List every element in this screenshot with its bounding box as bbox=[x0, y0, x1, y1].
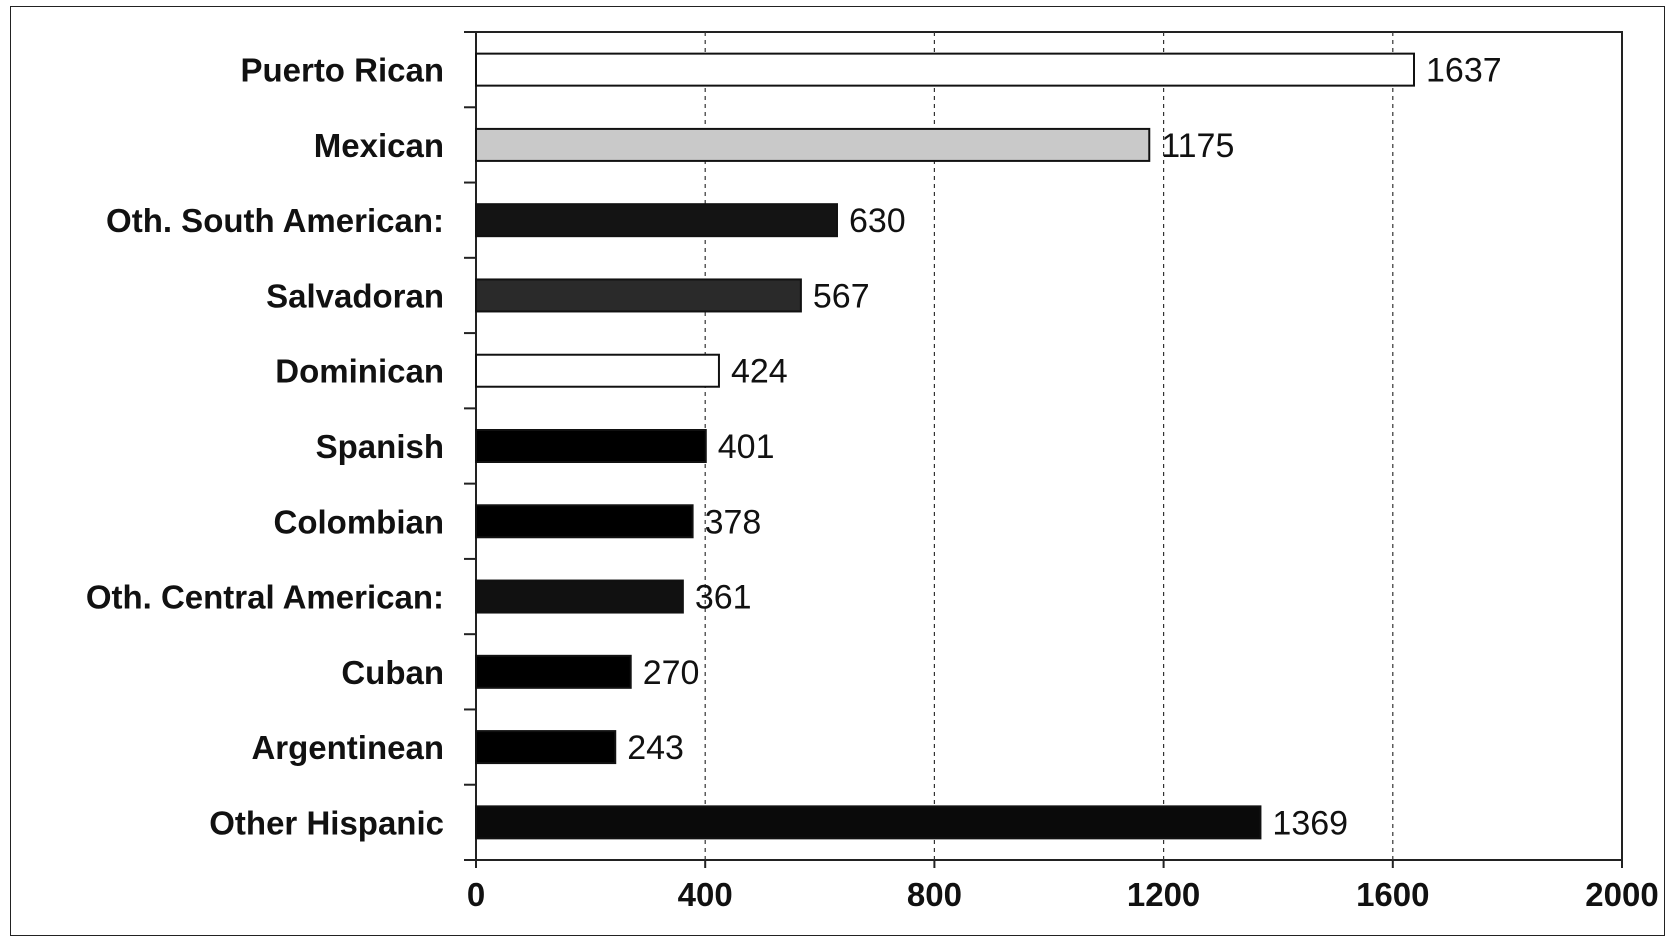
bar bbox=[475, 278, 802, 313]
category-label: Salvadoran bbox=[266, 277, 444, 314]
bar bbox=[475, 805, 1262, 840]
category-label: Other Hispanic bbox=[209, 804, 444, 841]
category-label: Argentinean bbox=[251, 729, 444, 766]
data-label: 1637 bbox=[1426, 52, 1502, 90]
data-label: 361 bbox=[695, 579, 752, 617]
category-label: Oth. South American: bbox=[106, 202, 444, 239]
x-tick-label: 1600 bbox=[1356, 876, 1429, 913]
x-tick-label: 0 bbox=[467, 876, 485, 913]
bar bbox=[475, 579, 684, 614]
data-label: 1175 bbox=[1161, 127, 1234, 165]
data-label: 1369 bbox=[1272, 804, 1348, 842]
bar bbox=[475, 353, 720, 388]
x-tick-label: 400 bbox=[678, 876, 733, 913]
category-label: Dominican bbox=[275, 353, 444, 390]
data-label: 630 bbox=[849, 202, 906, 240]
bar bbox=[475, 654, 632, 689]
bar bbox=[475, 504, 694, 539]
data-label: 243 bbox=[627, 729, 684, 767]
category-label: Puerto Rican bbox=[240, 52, 444, 89]
x-tick-label: 800 bbox=[907, 876, 962, 913]
data-label: 567 bbox=[813, 277, 870, 315]
category-label: Colombian bbox=[274, 503, 445, 540]
chart-frame bbox=[10, 6, 1665, 936]
data-label: 424 bbox=[731, 353, 788, 391]
bar bbox=[475, 127, 1151, 162]
bar bbox=[475, 429, 707, 463]
data-label: 378 bbox=[705, 503, 762, 541]
bar bbox=[475, 203, 838, 238]
bar bbox=[475, 730, 617, 765]
category-label: Oth. Central American: bbox=[86, 579, 444, 616]
category-label: Cuban bbox=[341, 654, 444, 691]
category-label: Mexican bbox=[314, 127, 444, 164]
bar bbox=[475, 52, 1416, 87]
x-tick-label: 1200 bbox=[1127, 876, 1200, 913]
data-label: 401 bbox=[718, 428, 775, 466]
data-label: 270 bbox=[643, 654, 700, 692]
x-tick-label: 2000 bbox=[1585, 876, 1658, 913]
category-label: Spanish bbox=[316, 428, 444, 465]
